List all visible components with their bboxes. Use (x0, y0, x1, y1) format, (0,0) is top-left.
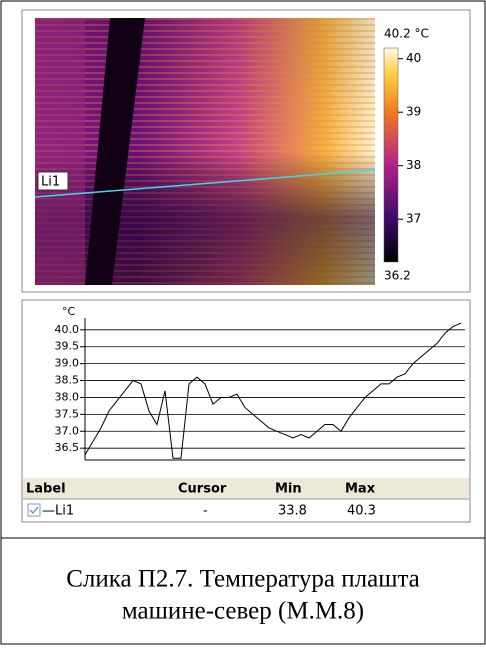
y-tick-label: 38.5 (55, 374, 80, 387)
colorbar-max: 40.2 °C (384, 27, 429, 41)
caption-line: машине-север (М.М.8) (122, 598, 364, 625)
profile-series (84, 322, 462, 459)
table-header: Max (345, 482, 376, 497)
label-box (37, 171, 69, 191)
checkbox[interactable] (27, 503, 41, 517)
thermal-image (35, 18, 375, 285)
colorbar (383, 47, 399, 263)
colorbar-min: 36.2 (384, 269, 411, 283)
y-tick-label: 40.0 (55, 323, 80, 336)
colorbar-tick-label: 39 (406, 105, 421, 119)
caption-line: Слика П2.7. Температура плашта (66, 566, 420, 593)
table-cell: —Li1 (42, 504, 74, 519)
y-tick-label: 37.0 (55, 424, 80, 437)
colorbar-tick-label: 38 (406, 158, 421, 172)
y-unit: °C (62, 305, 76, 318)
table-cell: - (203, 504, 208, 519)
colorbar-tick-label: 37 (406, 212, 421, 226)
table-header: Label (26, 482, 66, 497)
profile-line (34, 169, 376, 198)
table-cell: 33.8 (278, 504, 307, 519)
line-label: Li1 (41, 175, 60, 190)
table-header: Cursor (178, 482, 227, 497)
checkmark (29, 506, 39, 514)
y-tick-label: 38.0 (55, 390, 80, 403)
table-cell: 40.3 (347, 504, 376, 519)
y-tick-label: 39.5 (55, 340, 80, 353)
y-tick-label: 37.5 (55, 407, 80, 420)
table-header: Min (275, 482, 302, 497)
colorbar-tick-label: 40 (406, 51, 421, 65)
y-tick-label: 39.0 (55, 357, 80, 370)
y-tick-label: 36.5 (55, 441, 80, 454)
table-header-bg (23, 478, 469, 499)
